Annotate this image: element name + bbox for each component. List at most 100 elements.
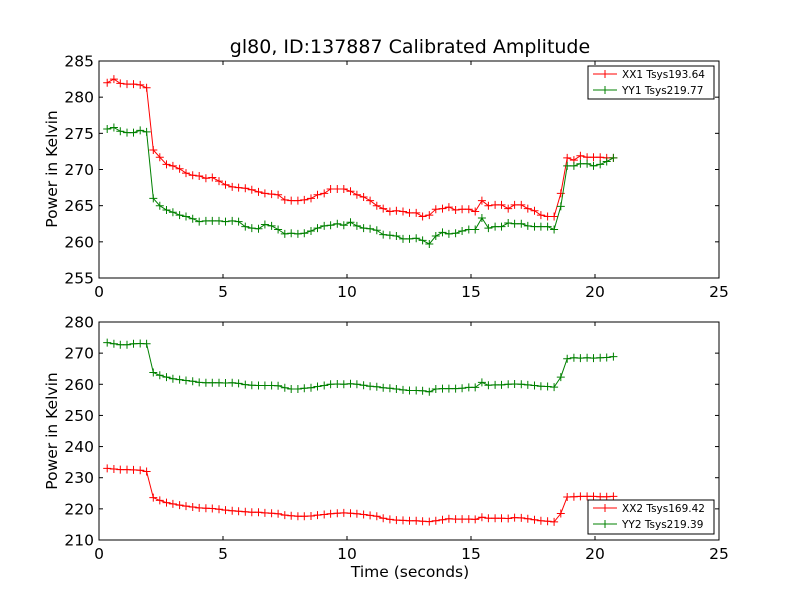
data-point-yy2 — [609, 352, 618, 361]
data-point-yy1 — [563, 161, 572, 170]
data-point-yy2 — [576, 354, 585, 363]
data-point-xx2 — [116, 465, 125, 474]
bottom-chart-y-tick-label: 210 — [64, 532, 94, 550]
data-point-xx2 — [149, 493, 158, 502]
data-point-yy1 — [471, 225, 480, 234]
bottom-chart-axes-frame — [98, 321, 720, 541]
data-point-xx2 — [352, 509, 361, 518]
legend-label-xx2: XX2 Tsys169.42 — [622, 503, 705, 515]
data-point-yy1 — [260, 220, 269, 229]
data-point-xx2 — [254, 508, 263, 517]
bottom-chart-y-tick-label: 240 — [64, 438, 94, 456]
data-point-yy1 — [576, 159, 585, 168]
legend-label-yy2: YY2 Tsys219.39 — [621, 519, 703, 531]
data-point-yy2 — [385, 384, 394, 393]
data-point-xx1 — [175, 164, 184, 173]
data-point-xx2 — [175, 501, 184, 510]
data-point-yy1 — [208, 216, 217, 225]
data-point-xx1 — [326, 185, 335, 193]
data-point-xx2 — [274, 509, 283, 518]
data-point-yy2 — [188, 377, 197, 386]
top-chart-y-tick-label: 265 — [64, 197, 94, 215]
data-point-xx2 — [412, 516, 421, 525]
data-point-yy2 — [300, 384, 309, 393]
data-point-yy2 — [241, 380, 250, 389]
data-point-xx2 — [300, 512, 309, 521]
data-point-yy1 — [444, 229, 453, 238]
data-point-xx1 — [418, 212, 427, 221]
data-point-yy2 — [208, 378, 217, 387]
data-point-xx2 — [405, 516, 414, 525]
data-point-yy2 — [155, 371, 164, 380]
data-point-yy1 — [149, 194, 158, 203]
data-point-xx1 — [392, 206, 401, 215]
data-point-xx2 — [234, 507, 243, 516]
data-point-yy1 — [412, 234, 421, 243]
bottom-chart-y-tick-label: 230 — [64, 469, 94, 487]
data-point-yy2 — [550, 383, 559, 392]
top-chart-x-tick-label: 10 — [337, 283, 357, 301]
data-point-yy2 — [359, 381, 368, 390]
data-point-yy1 — [366, 224, 375, 233]
data-point-xx1 — [431, 205, 440, 214]
data-point-yy2 — [431, 385, 440, 393]
data-point-xx1 — [438, 204, 447, 213]
top-chart-title: gl80, ID:137887 Calibrated Amplitude — [230, 36, 590, 58]
data-point-yy1 — [385, 231, 394, 240]
data-point-yy1 — [405, 234, 414, 243]
data-point-xx2 — [425, 517, 434, 526]
data-point-yy1 — [451, 229, 460, 238]
top-chart: gl80, ID:137887 Calibrated Amplitude Pow… — [43, 36, 729, 301]
data-point-xx2 — [576, 492, 585, 501]
data-point-xx2 — [536, 516, 545, 525]
data-point-xx1 — [234, 183, 243, 192]
data-point-xx1 — [320, 189, 329, 198]
data-point-xx1 — [366, 196, 375, 205]
top-chart-legend: XX1 Tsys193.64 YY1 Tsys219.77 — [587, 65, 715, 100]
data-point-yy2 — [162, 373, 171, 382]
data-point-yy1 — [372, 226, 381, 235]
data-point-xx1 — [359, 193, 368, 201]
data-point-yy1 — [228, 216, 237, 225]
data-point-yy1 — [247, 224, 256, 233]
data-point-yy1 — [609, 153, 618, 162]
data-point-yy1 — [510, 219, 519, 228]
data-point-xx1 — [405, 208, 414, 217]
data-point-xx1 — [556, 189, 565, 198]
data-point-xx1 — [195, 172, 204, 180]
data-point-yy1 — [313, 224, 322, 233]
data-point-xx1 — [162, 160, 171, 169]
data-point-xx1 — [287, 196, 296, 205]
data-point-yy2 — [280, 383, 289, 392]
bottom-chart-x-tick-label: 10 — [337, 545, 357, 563]
data-point-xx2 — [103, 464, 112, 473]
data-point-yy1 — [162, 206, 171, 214]
data-point-yy2 — [471, 383, 480, 392]
data-point-yy1 — [484, 224, 493, 233]
data-point-yy2 — [510, 380, 519, 388]
data-point-xx1 — [589, 153, 598, 162]
legend-marker-xx2 — [601, 504, 609, 512]
bottom-chart-y-axis-label: Power in Kelvin — [43, 372, 61, 489]
data-point-yy1 — [425, 240, 434, 248]
data-point-yy1 — [287, 229, 296, 238]
data-point-xx2 — [372, 512, 381, 521]
data-point-xx2 — [497, 514, 506, 523]
data-point-xx1 — [530, 206, 539, 215]
data-point-xx2 — [129, 465, 138, 474]
data-point-xx1 — [267, 190, 276, 199]
data-point-yy2 — [339, 380, 348, 389]
data-point-xx2 — [188, 503, 197, 511]
data-point-xx2 — [346, 509, 355, 518]
bottom-chart: Power in Kelvin Time (seconds) XX2 Tsys1… — [43, 314, 729, 582]
data-point-xx2 — [247, 508, 256, 517]
data-point-yy1 — [569, 161, 578, 170]
data-point-yy1 — [536, 222, 545, 231]
data-point-xx2 — [444, 514, 453, 523]
data-point-xx1 — [464, 205, 473, 214]
data-point-yy2 — [260, 381, 269, 390]
data-point-yy1 — [241, 222, 250, 231]
data-point-xx1 — [517, 200, 526, 209]
data-point-xx1 — [385, 207, 394, 216]
data-point-xx1 — [149, 146, 158, 154]
